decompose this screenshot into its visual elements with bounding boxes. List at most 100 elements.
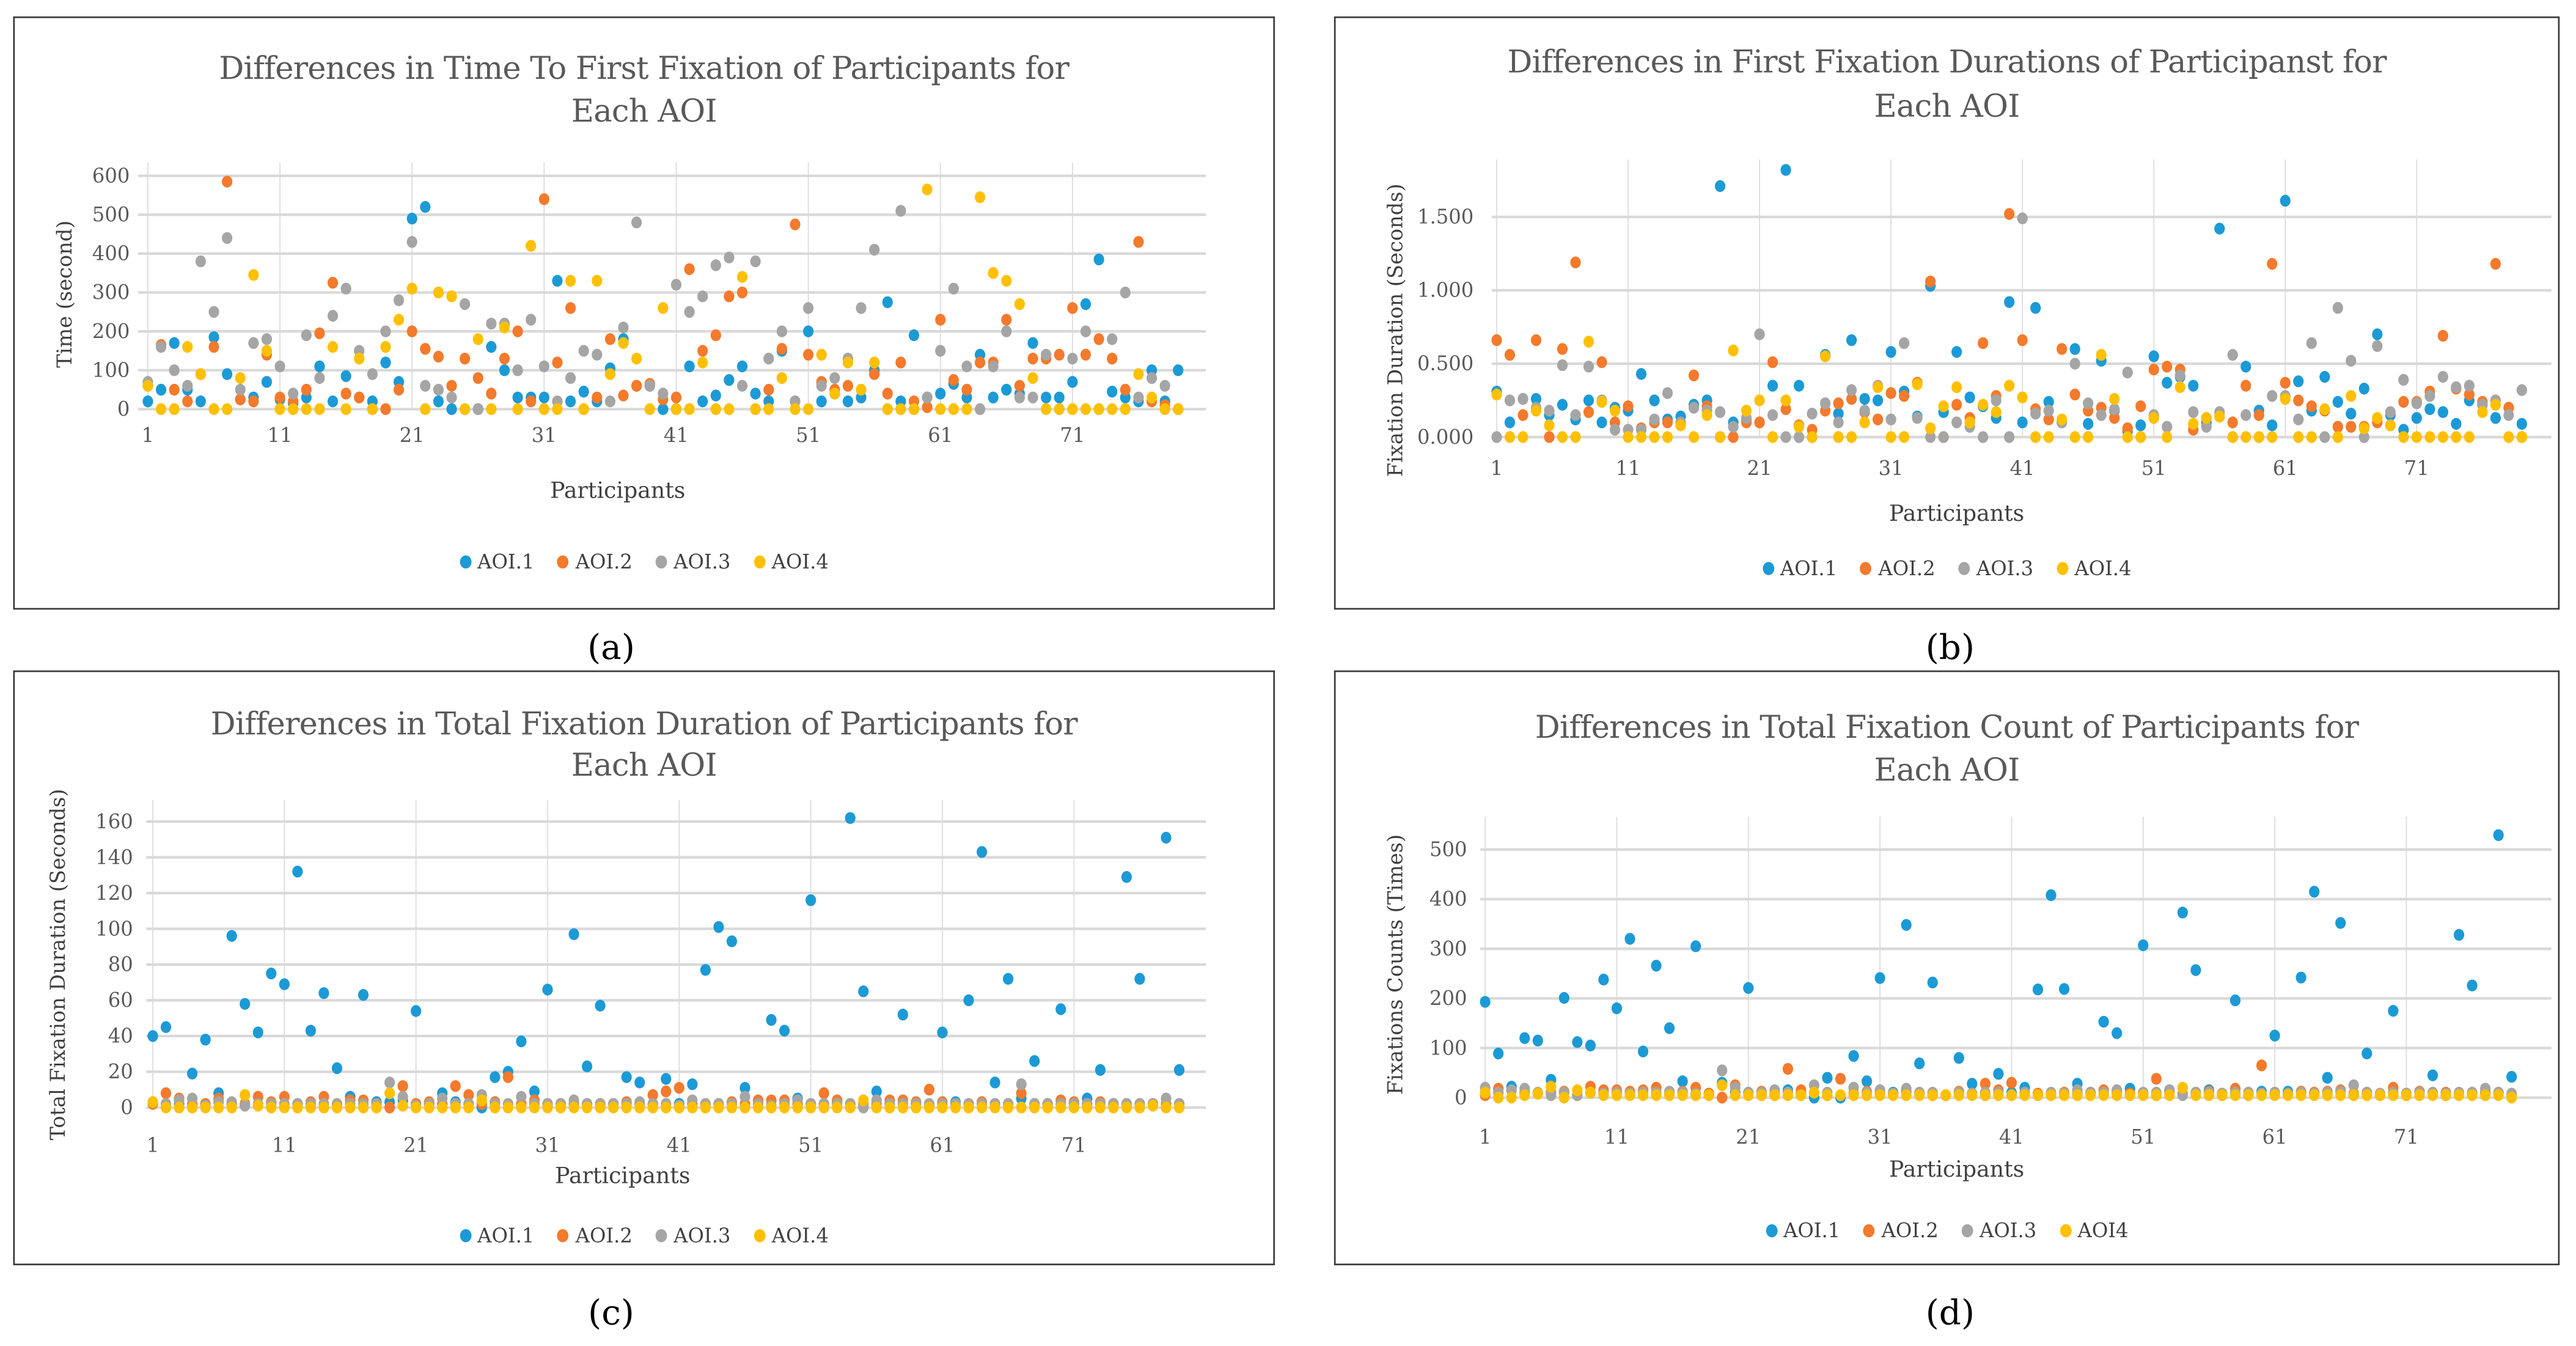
data-point xyxy=(1146,372,1158,384)
data-point xyxy=(2188,417,2199,430)
legend-marker-icon xyxy=(655,1229,667,1243)
data-point xyxy=(2295,1089,2306,1101)
data-point xyxy=(1558,991,1569,1004)
data-point xyxy=(726,1101,738,1114)
data-point xyxy=(305,1101,316,1114)
data-point xyxy=(1041,348,1052,361)
data-point xyxy=(2280,392,2291,405)
data-point xyxy=(2058,983,2070,995)
data-point xyxy=(2243,1089,2254,1101)
data-point xyxy=(750,255,761,268)
data-point xyxy=(1649,394,1660,406)
data-point xyxy=(397,1100,408,1112)
x-tick-label: 11 xyxy=(1615,457,1640,480)
data-point xyxy=(2148,350,2159,362)
data-point xyxy=(2358,422,2369,435)
data-point xyxy=(631,380,642,392)
data-point xyxy=(1951,381,1962,394)
data-point xyxy=(1041,391,1052,403)
data-point xyxy=(923,1101,935,1114)
data-point xyxy=(200,1034,211,1046)
data-point xyxy=(1927,1089,1938,1101)
data-point xyxy=(2058,1089,2070,1101)
data-point xyxy=(1756,1089,1767,1101)
data-point xyxy=(963,994,974,1007)
data-point xyxy=(538,193,549,205)
data-point xyxy=(2490,399,2501,411)
data-point xyxy=(490,1101,501,1114)
data-point xyxy=(961,403,972,416)
data-point xyxy=(1688,431,1700,443)
data-point xyxy=(195,255,206,268)
data-point xyxy=(160,1087,172,1100)
data-point xyxy=(2083,397,2094,410)
data-point xyxy=(367,368,378,380)
data-point xyxy=(1146,391,1158,403)
data-point xyxy=(2348,1079,2359,1092)
data-point xyxy=(2453,929,2465,941)
data-point xyxy=(658,403,669,416)
legend-label: AOI.3 xyxy=(673,550,731,574)
data-point xyxy=(2069,431,2080,443)
data-point xyxy=(1848,1050,1859,1062)
data-point xyxy=(858,985,869,998)
legend-item: AOI.2 xyxy=(557,551,633,573)
data-point xyxy=(208,403,219,416)
data-point xyxy=(2240,431,2251,443)
data-point xyxy=(1717,1092,1728,1104)
data-point xyxy=(2332,431,2343,443)
data-point xyxy=(1848,1089,1859,1101)
legend-marker-icon xyxy=(2059,1224,2071,1238)
data-point xyxy=(274,403,285,416)
data-point xyxy=(1572,1084,1583,1097)
data-point xyxy=(1055,1101,1066,1114)
data-point xyxy=(2346,355,2357,367)
data-point xyxy=(1822,1072,1833,1084)
data-point xyxy=(897,1101,908,1114)
y-axis-label: Fixations Counts (Times) xyxy=(1382,834,1407,1095)
data-point xyxy=(1173,364,1184,377)
data-point xyxy=(1807,431,1818,443)
x-tick-label: 21 xyxy=(1736,1125,1761,1149)
chart-title-line1: Differences in Total Fixation Count of P… xyxy=(1535,710,2359,746)
data-point xyxy=(314,360,325,373)
caption-b: (b) xyxy=(1925,627,1975,667)
data-point xyxy=(581,1101,593,1114)
data-point xyxy=(406,325,417,337)
data-point xyxy=(2122,366,2133,379)
data-point xyxy=(2319,370,2330,383)
data-point xyxy=(331,1101,343,1114)
data-point xyxy=(2148,412,2159,424)
data-point xyxy=(1029,1101,1040,1114)
legend-label: AOI.3 xyxy=(1976,557,2034,580)
data-point xyxy=(169,383,180,396)
data-point xyxy=(1717,1079,1728,1092)
data-point xyxy=(2083,417,2094,430)
data-point xyxy=(1133,236,1144,248)
data-point xyxy=(1807,407,1818,420)
data-point xyxy=(1624,1089,1635,1101)
data-point xyxy=(1914,1057,1925,1070)
data-point xyxy=(1637,1089,1649,1101)
data-point xyxy=(1690,940,1701,952)
data-point xyxy=(687,1078,698,1090)
data-point xyxy=(538,403,549,416)
data-point xyxy=(1067,403,1078,416)
data-point xyxy=(147,1030,158,1042)
data-point xyxy=(2516,431,2527,443)
data-point xyxy=(1964,416,1975,428)
series-aoi1 xyxy=(1480,829,2517,1104)
data-point xyxy=(552,356,563,369)
data-point xyxy=(1767,431,1778,443)
data-point xyxy=(305,1024,316,1037)
data-point xyxy=(792,1101,803,1114)
data-point xyxy=(1504,431,1516,443)
data-point xyxy=(292,1101,303,1114)
data-point xyxy=(739,1082,750,1094)
data-point xyxy=(1583,406,1594,418)
data-point xyxy=(2332,302,2343,314)
data-point xyxy=(2372,412,2383,424)
data-point xyxy=(2227,431,2238,443)
data-point xyxy=(1480,1086,1491,1099)
data-point xyxy=(1493,1047,1504,1060)
